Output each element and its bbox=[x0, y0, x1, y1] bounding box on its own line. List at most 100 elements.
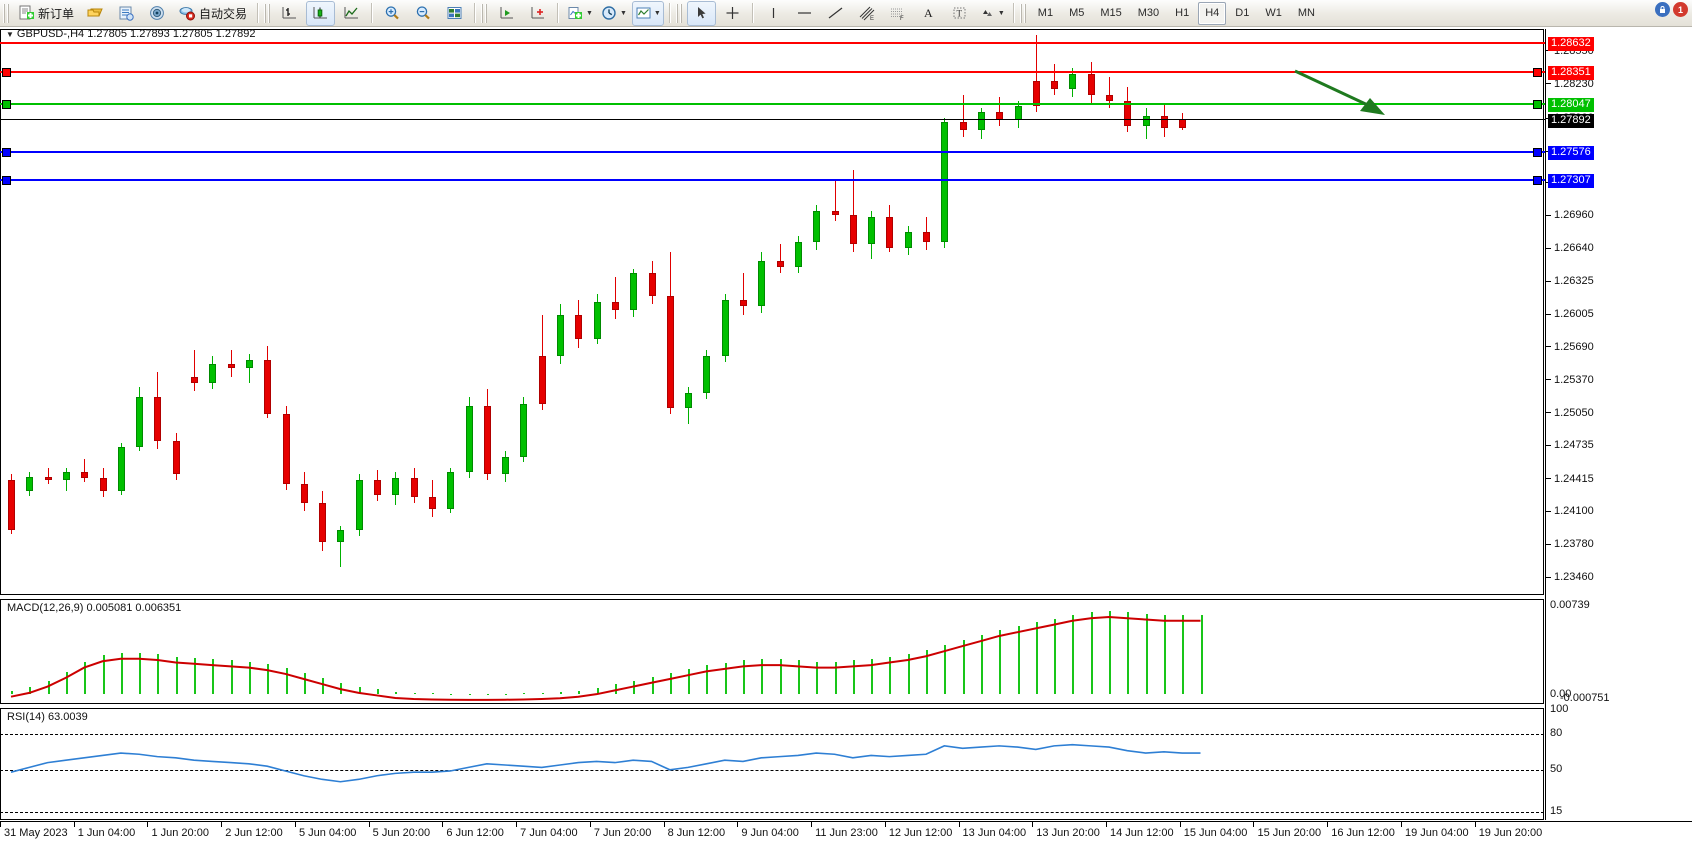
candle-wick bbox=[47, 467, 49, 485]
level-line-support-lower[interactable] bbox=[0, 179, 1545, 182]
timeframe-h4[interactable]: H4 bbox=[1198, 1, 1227, 25]
lock-badge[interactable] bbox=[1655, 2, 1670, 17]
timeframe-m1[interactable]: M1 bbox=[1037, 6, 1054, 19]
toolbar-grip-3[interactable] bbox=[481, 3, 489, 23]
candle-body bbox=[648, 273, 656, 296]
candle-body bbox=[886, 217, 894, 249]
signals-button[interactable] bbox=[143, 1, 172, 26]
rsi-level-50 bbox=[0, 769, 1544, 771]
date-label: 7 Jun 04:00 bbox=[520, 827, 578, 839]
toolbar-separator-5 bbox=[668, 3, 671, 23]
auto-scroll-button[interactable] bbox=[523, 1, 552, 26]
candle-body bbox=[99, 478, 107, 491]
timeframe-m15[interactable]: M15 bbox=[1100, 6, 1122, 19]
macd-histogram-bar bbox=[743, 660, 745, 695]
macd-histogram-bar bbox=[999, 629, 1002, 695]
rsi-level-15 bbox=[0, 811, 1544, 813]
text-button[interactable]: A bbox=[914, 1, 943, 26]
macd-axis-tick: -0.000751 bbox=[1560, 692, 1610, 704]
svg-text:E: E bbox=[870, 16, 874, 21]
toolbar-grip-5[interactable] bbox=[1019, 3, 1027, 23]
price-tick: 1.25050 bbox=[1546, 407, 1594, 419]
crosshair-button[interactable] bbox=[718, 1, 747, 26]
level-handle-support-lower[interactable] bbox=[1533, 176, 1542, 186]
fibonacci-icon: F bbox=[890, 8, 904, 21]
vertical-line-button[interactable] bbox=[759, 1, 788, 26]
line-chart-button[interactable] bbox=[337, 1, 366, 26]
price-axis[interactable]: 1.285501.282301.279001.275801.272801.269… bbox=[1545, 29, 1692, 820]
level-line-resistance-lower[interactable] bbox=[0, 71, 1545, 74]
price-tag-resistance-lower[interactable]: 1.28351 bbox=[1548, 66, 1594, 81]
period-button[interactable]: ▼ bbox=[598, 1, 630, 26]
data-window-button[interactable] bbox=[440, 1, 469, 26]
date-axis[interactable]: 31 May 2023 1 Jun 04:00 1 Jun 20:00 2 Jun 1… bbox=[0, 821, 1692, 847]
level-handle-entry-green[interactable] bbox=[2, 99, 11, 109]
fibonacci-button[interactable]: F bbox=[883, 1, 912, 26]
price-tag-current[interactable]: 1.27892 bbox=[1548, 113, 1594, 128]
macd-histogram-bar bbox=[450, 693, 453, 695]
date-tick bbox=[589, 822, 591, 827]
date-tick bbox=[1179, 822, 1181, 827]
level-line-resistance-upper[interactable] bbox=[0, 42, 1545, 45]
bar-chart-button[interactable] bbox=[275, 1, 304, 26]
macd-histogram-bar bbox=[248, 661, 251, 695]
rsi-pane[interactable]: RSI(14) 63.0039 bbox=[0, 708, 1544, 820]
price-tick: 1.26325 bbox=[1546, 275, 1594, 287]
level-handle-resistance-lower[interactable] bbox=[1533, 68, 1542, 78]
cursor-button[interactable] bbox=[686, 0, 716, 26]
symbol-header[interactable]: ▼ GBPUSD-,H4 1.27805 1.27893 1.27805 1.27… bbox=[6, 28, 255, 40]
timeframe-m30[interactable]: M30 bbox=[1137, 6, 1160, 19]
macd-histogram-bar bbox=[779, 659, 782, 695]
toolbar-grip-2[interactable] bbox=[264, 3, 272, 23]
text-label-button[interactable]: T bbox=[945, 1, 974, 26]
shapes-button[interactable]: ▼ bbox=[976, 1, 1008, 26]
price-tag-support-upper[interactable]: 1.27576 bbox=[1548, 146, 1594, 161]
level-line-entry-green[interactable] bbox=[0, 102, 1545, 105]
collapse-triangle-icon[interactable]: ▼ bbox=[6, 30, 14, 39]
toolbar-grip[interactable] bbox=[3, 3, 10, 23]
level-handle-entry-green[interactable] bbox=[1533, 99, 1542, 109]
level-handle-support-upper[interactable] bbox=[2, 148, 11, 158]
level-handle-resistance-lower[interactable] bbox=[2, 68, 11, 78]
add-indicator-button[interactable]: ▼ bbox=[564, 1, 596, 26]
macd-histogram-bar bbox=[889, 656, 892, 695]
chart-area[interactable]: MACD(12,26,9) 0.005081 0.006351 RSI(14) … bbox=[0, 27, 1692, 847]
trendline-button[interactable] bbox=[821, 1, 850, 26]
macd-histogram-bar bbox=[395, 691, 398, 695]
timeframe-d1[interactable]: D1 bbox=[1235, 6, 1250, 19]
notification-badge[interactable]: 1 bbox=[1673, 2, 1688, 17]
candlestick-chart-button[interactable] bbox=[306, 0, 336, 26]
market-watch-button[interactable] bbox=[112, 1, 141, 26]
autotrading-button[interactable]: 自动交易 bbox=[174, 1, 252, 26]
level-line-support-upper[interactable] bbox=[0, 151, 1545, 154]
timeframe-mn[interactable]: MN bbox=[1297, 6, 1315, 19]
new-order-button[interactable]: 新订单 bbox=[14, 1, 79, 26]
level-handle-support-lower[interactable] bbox=[2, 176, 11, 186]
chart-shift-button[interactable] bbox=[492, 1, 521, 26]
chevron-down-icon[interactable]: ▼ bbox=[586, 9, 593, 17]
timeframe-w1[interactable]: W1 bbox=[1265, 6, 1282, 19]
price-pane[interactable] bbox=[0, 29, 1544, 595]
price-tag-resistance-upper[interactable]: 1.28632 bbox=[1548, 37, 1594, 52]
candle-body bbox=[319, 502, 327, 543]
price-tag-support-lower[interactable]: 1.27307 bbox=[1548, 174, 1594, 189]
toolbar-separator-4 bbox=[557, 3, 560, 23]
chevron-down-icon-4[interactable]: ▼ bbox=[997, 9, 1005, 17]
crosshair-icon bbox=[726, 7, 739, 19]
chevron-down-icon-3[interactable]: ▼ bbox=[653, 9, 661, 17]
equidistant-channel-button[interactable]: E bbox=[852, 1, 881, 26]
profiles-button[interactable] bbox=[81, 1, 110, 26]
timeframe-m5[interactable]: M5 bbox=[1069, 6, 1085, 19]
level-handle-support-upper[interactable] bbox=[1533, 148, 1542, 158]
candle-body bbox=[300, 484, 308, 503]
templates-button[interactable]: ▼ bbox=[631, 0, 664, 26]
price-tag-entry-green[interactable]: 1.28047 bbox=[1548, 97, 1594, 112]
chevron-down-icon-2[interactable]: ▼ bbox=[619, 9, 627, 17]
candle-body bbox=[483, 405, 491, 474]
toolbar-grip-4[interactable] bbox=[675, 3, 683, 23]
zoom-in-button[interactable] bbox=[378, 1, 407, 26]
timeframe-h1[interactable]: H1 bbox=[1175, 6, 1190, 19]
horizontal-line-button[interactable] bbox=[790, 1, 819, 26]
zoom-out-button[interactable] bbox=[409, 1, 438, 26]
rsi-axis-tick: 100 bbox=[1550, 703, 1569, 715]
